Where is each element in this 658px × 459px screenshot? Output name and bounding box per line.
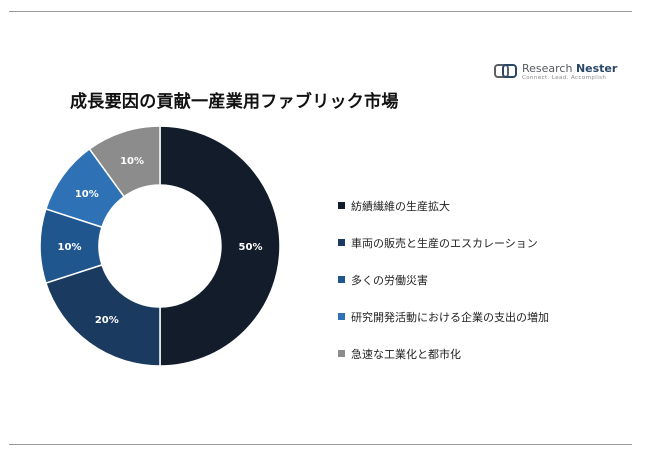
- donut-slice: [88, 125, 161, 198]
- logo-icon: [494, 64, 517, 78]
- legend-label: 紡績繊維の生産拡大: [351, 199, 450, 213]
- legend-label: 多くの労働災害: [351, 273, 428, 287]
- legend-item: 紡績繊維の生産拡大: [338, 187, 549, 224]
- slice-data-label: 20%: [95, 315, 119, 326]
- legend-swatch: [338, 350, 345, 357]
- legend-label: 車両の販売と生産のエスカレーション: [351, 236, 538, 250]
- legend-label: 研究開発活動における企業の支出の増加: [351, 310, 549, 324]
- legend-item: 車両の販売と生産のエスカレーション: [338, 224, 549, 261]
- legend-swatch: [338, 202, 345, 209]
- legend-item: 急速な工業化と都市化: [338, 335, 549, 372]
- legend-swatch: [338, 276, 345, 283]
- legend-item: 研究開発活動における企業の支出の増加: [338, 298, 549, 335]
- bottom-divider: [9, 444, 632, 445]
- slice-data-label: 50%: [239, 242, 263, 253]
- donut-slice: [44, 263, 161, 367]
- slice-data-label: 10%: [120, 156, 144, 167]
- legend-label: 急速な工業化と都市化: [351, 347, 461, 361]
- donut-slice: [159, 125, 281, 367]
- legend-swatch: [338, 313, 345, 320]
- chart-title: 成長要因の貢献一産業用ファブリック市場: [70, 92, 399, 112]
- logo-tagline: Connect. Lead. Accomplish: [522, 75, 607, 81]
- legend-item: 多くの労働災害: [338, 261, 549, 298]
- slice-data-label: 10%: [58, 242, 82, 253]
- chart-legend: 紡績繊維の生産拡大車両の販売と生産のエスカレーション 多くの労働災害研究開発活動に…: [338, 187, 549, 372]
- top-divider: [9, 11, 632, 12]
- logo-name-bold: Nester: [575, 62, 618, 75]
- slice-data-label: 10%: [75, 189, 99, 200]
- logo-name: Research Nester: [522, 62, 617, 75]
- legend-swatch: [338, 239, 345, 246]
- logo-name-light: Research: [522, 62, 576, 75]
- research-nester-logo: Research Nester Connect. Lead. Accomplis…: [494, 62, 617, 88]
